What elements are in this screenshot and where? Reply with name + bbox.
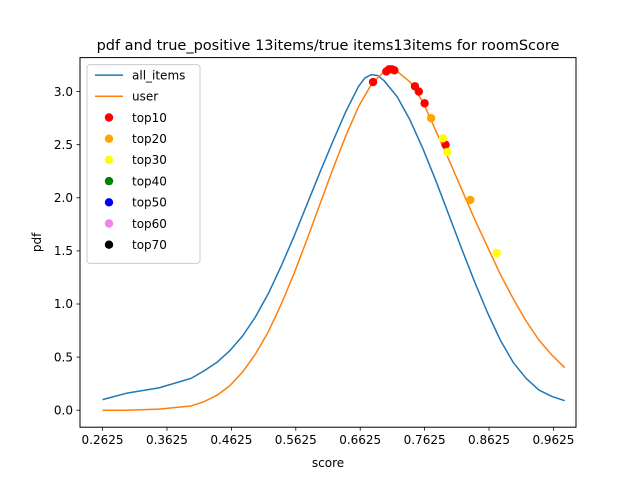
x-tick-label: 0.7625	[404, 433, 446, 447]
series-line-user	[102, 68, 566, 411]
chart-title: pdf and true_positive 13items/true items…	[97, 38, 560, 54]
legend-label-top30: top30	[132, 153, 167, 167]
x-tick-label: 0.2625	[82, 433, 124, 447]
y-tick-label: 0.5	[54, 350, 73, 364]
legend-label-top50: top50	[132, 196, 167, 210]
x-tick-label: 0.3625	[146, 433, 188, 447]
x-axis-label: score	[312, 456, 344, 470]
legend-label-top70: top70	[132, 238, 167, 252]
point-top30-0	[438, 134, 448, 143]
legend-label-top40: top40	[132, 174, 167, 188]
y-tick-label: 1.5	[54, 244, 73, 258]
legend-label-all-items: all_items	[132, 68, 185, 82]
point-top30-2	[492, 248, 501, 258]
legend-label-top20: top20	[132, 132, 167, 146]
point-top10-8	[441, 140, 450, 149]
axes-frame	[79, 57, 577, 428]
x-tick-label: 0.8625	[468, 433, 510, 447]
x-axis: 0.2625 0.3625 0.4625 0.5625 0.6625 0.7625 0.86…	[82, 427, 574, 447]
legend-swatch-top70	[104, 240, 114, 249]
legend-swatch-top10	[104, 113, 114, 122]
series-line-all-items	[102, 73, 565, 402]
legend-swatch-top40	[104, 176, 114, 186]
point-top10-7	[420, 99, 429, 108]
point-top10-6	[414, 87, 424, 96]
legend-box	[86, 64, 201, 264]
y-tick-label: 1.0	[54, 297, 73, 311]
x-tick-label: 0.4625	[210, 433, 252, 447]
point-top10-0	[368, 77, 378, 87]
x-tick-label: 0.9625	[532, 433, 574, 447]
y-axis-label: pdf	[30, 232, 44, 252]
legend-swatch-top20	[104, 134, 114, 143]
point-top20-0	[426, 113, 436, 123]
y-tick-label: 3.0	[54, 85, 73, 99]
legend-label-top10: top10	[132, 111, 167, 125]
legend-swatch-top60	[104, 219, 114, 228]
point-top20-1	[466, 195, 475, 205]
y-axis: 0.0 0.5 1.0 1.5 2.0 2.5 3.0	[54, 85, 80, 417]
x-tick-label: 0.6625	[339, 433, 381, 447]
y-tick-label: 2.0	[54, 191, 73, 205]
plot-area	[102, 65, 566, 411]
x-tick-label: 0.5625	[275, 433, 317, 447]
point-top30-1	[442, 147, 452, 157]
legend-swatch-top30	[104, 155, 114, 165]
legend-label-user: user	[132, 90, 158, 104]
legend-label-top60: top60	[132, 217, 167, 231]
y-tick-label: 0.0	[54, 403, 73, 417]
y-tick-label: 2.5	[54, 138, 73, 152]
point-top10-4	[390, 66, 399, 75]
legend-swatch-top50	[104, 198, 114, 207]
